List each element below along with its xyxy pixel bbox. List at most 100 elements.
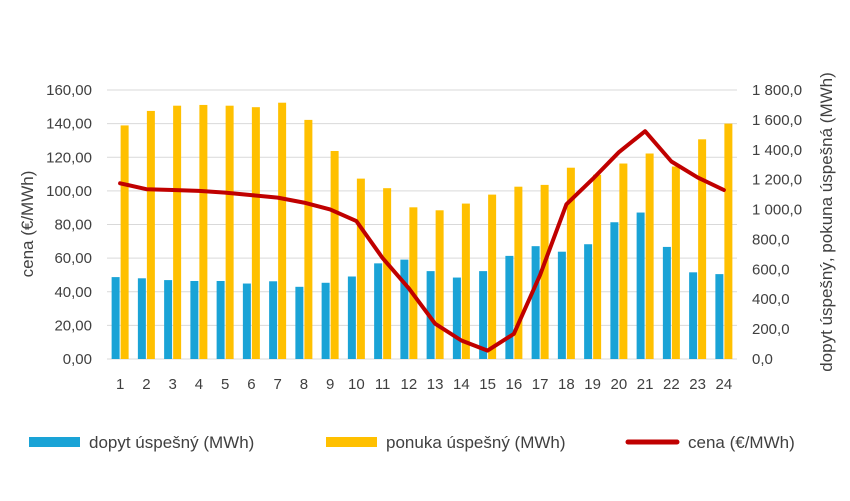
bar-dopyt — [689, 272, 698, 359]
y-right-tick-label: 1 600,0 — [752, 112, 802, 129]
x-tick-label: 17 — [532, 376, 549, 393]
x-tick-label: 22 — [663, 376, 680, 393]
x-tick-label: 19 — [584, 376, 601, 393]
point-cena — [618, 151, 620, 153]
point-cena — [565, 203, 567, 205]
point-cena — [723, 189, 725, 191]
bar-dopyt — [610, 222, 619, 359]
point-cena — [145, 188, 147, 190]
y-right-tick-label: 1 800,0 — [752, 82, 802, 99]
bar-ponuka — [435, 210, 444, 359]
bar-dopyt — [137, 278, 146, 359]
y-right-tick-label: 400,0 — [752, 291, 790, 308]
y-right-axis-title: dopyt úspešný, pokuna úspešná (MWh) — [817, 72, 836, 372]
x-tick-label: 4 — [195, 376, 203, 393]
y-right-tick-label: 600,0 — [752, 261, 790, 278]
bar-ponuka — [225, 105, 234, 359]
point-cena — [277, 197, 279, 199]
bar-ponuka — [514, 186, 523, 359]
x-tick-label: 6 — [247, 376, 255, 393]
bar-dopyt — [531, 246, 540, 359]
point-cena — [329, 208, 331, 210]
bar-ponuka — [488, 194, 497, 359]
x-tick-label: 5 — [221, 376, 229, 393]
x-tick-label: 18 — [558, 376, 575, 393]
point-cena — [198, 190, 200, 192]
point-cena — [119, 182, 121, 184]
point-cena — [172, 189, 174, 191]
point-cena — [670, 160, 672, 162]
bar-ponuka — [173, 105, 182, 359]
x-tick-label: 11 — [375, 376, 391, 393]
bar-dopyt — [452, 277, 461, 359]
point-cena — [434, 323, 436, 325]
y-left-tick-label: 100,00 — [46, 183, 92, 200]
y-left-tick-label: 140,00 — [46, 116, 92, 133]
bar-ponuka — [461, 203, 470, 359]
y-left-tick-label: 160,00 — [46, 82, 92, 99]
bar-dopyt — [164, 280, 173, 359]
x-tick-label: 2 — [142, 376, 150, 393]
point-cena — [408, 287, 410, 289]
point-cena — [592, 178, 594, 180]
y-left-axis-title: cena (€/MWh) — [18, 171, 37, 278]
point-cena — [250, 194, 252, 196]
bar-ponuka — [120, 125, 129, 359]
legend-label: cena (€/MWh) — [688, 433, 795, 452]
point-cena — [644, 130, 646, 132]
bar-ponuka — [330, 150, 339, 359]
y-right-tick-label: 1 000,0 — [752, 202, 802, 219]
x-tick-label: 23 — [689, 376, 706, 393]
bar-ponuka — [724, 123, 733, 359]
bar-ponuka — [698, 139, 707, 359]
bar-ponuka — [619, 163, 628, 359]
bar-ponuka — [566, 167, 575, 359]
x-tick-label: 14 — [453, 376, 470, 393]
y-right-tick-label: 1 200,0 — [752, 172, 802, 189]
point-cena — [487, 350, 489, 352]
x-tick-label: 10 — [348, 376, 365, 393]
bar-dopyt — [321, 282, 330, 359]
bar-dopyt — [584, 244, 593, 359]
point-cena — [382, 257, 384, 259]
y-left-tick-label: 120,00 — [46, 149, 92, 166]
x-tick-label: 15 — [479, 376, 496, 393]
y-left-tick-label: 0,00 — [63, 351, 92, 368]
y-left-tick-label: 80,00 — [54, 217, 92, 234]
bar-dopyt — [269, 281, 278, 359]
y-left-tick-label: 60,00 — [54, 250, 92, 267]
y-right-tick-label: 1 400,0 — [752, 142, 802, 159]
bar-ponuka — [409, 207, 418, 359]
bar-ponuka — [199, 104, 208, 359]
bar-dopyt — [190, 280, 199, 359]
y-right-tick-label: 800,0 — [752, 231, 790, 248]
bar-dopyt — [400, 259, 409, 359]
y-right-tick-label: 0,0 — [752, 351, 773, 368]
x-tick-label: 24 — [716, 376, 733, 393]
bar-dopyt — [111, 277, 120, 359]
bar-dopyt — [505, 255, 514, 359]
y-right-tick-label: 200,0 — [752, 321, 790, 338]
x-tick-label: 3 — [168, 376, 176, 393]
bar-dopyt — [557, 251, 566, 359]
bar-ponuka — [540, 184, 549, 359]
x-tick-label: 12 — [401, 376, 418, 393]
bar-dopyt — [295, 286, 304, 359]
bar-dopyt — [216, 280, 225, 359]
bar-dopyt — [715, 274, 724, 359]
x-tick-label: 1 — [116, 376, 124, 393]
point-cena — [539, 274, 541, 276]
x-tick-label: 20 — [611, 376, 628, 393]
bar-dopyt — [479, 271, 488, 359]
legend-label: ponuka úspešný (MWh) — [386, 433, 566, 452]
x-tick-label: 16 — [506, 376, 523, 393]
point-cena — [697, 176, 699, 178]
bar-ponuka — [671, 166, 680, 359]
bar-ponuka — [278, 102, 287, 360]
legend-swatch — [326, 437, 377, 447]
bar-dopyt — [347, 276, 356, 359]
point-cena — [460, 340, 462, 342]
bar-dopyt — [242, 283, 251, 359]
